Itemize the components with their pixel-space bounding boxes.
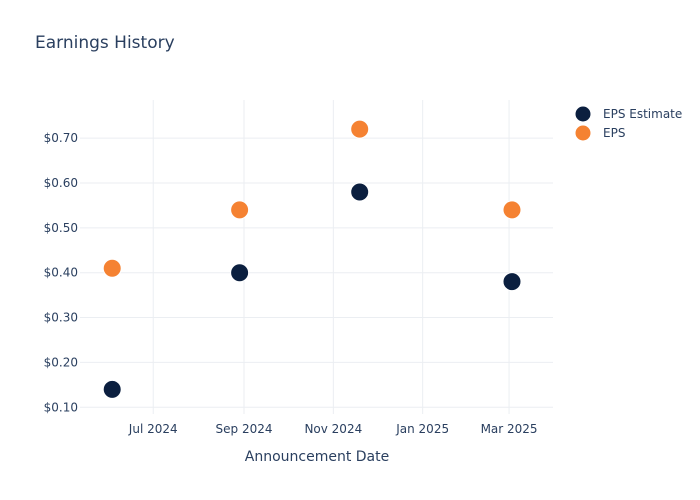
data-points	[102, 119, 522, 399]
x-tick-label: Sep 2024	[216, 422, 273, 436]
legend-label[interactable]: EPS	[603, 126, 625, 140]
y-tick-label: $0.40	[44, 266, 78, 280]
eps-point[interactable]	[350, 119, 370, 139]
grid-lines	[80, 100, 553, 414]
legend-label[interactable]: EPS Estimate	[603, 107, 682, 121]
eps-estimate-point[interactable]	[230, 263, 250, 283]
eps-estimate-point[interactable]	[502, 272, 522, 292]
x-tick-label: Nov 2024	[304, 422, 362, 436]
legend-marker[interactable]	[574, 105, 592, 123]
x-tick-label: Jul 2024	[128, 422, 178, 436]
y-tick-label: $0.50	[44, 221, 78, 235]
y-tick-label: $0.60	[44, 176, 78, 190]
eps-estimate-point[interactable]	[102, 379, 122, 399]
eps-estimate-point[interactable]	[350, 182, 370, 202]
x-tick-label: Mar 2025	[481, 422, 538, 436]
y-tick-label: $0.30	[44, 311, 78, 325]
x-axis-ticks: Jul 2024 Sep 2024 Nov 2024 Jan 2025 Mar 2025	[128, 422, 538, 436]
y-tick-label: $0.10	[44, 400, 78, 414]
x-tick-label: Jan 2025	[395, 422, 449, 436]
chart-title: Earnings History	[35, 33, 175, 53]
y-tick-label: $0.20	[44, 355, 78, 369]
eps-point[interactable]	[230, 200, 250, 220]
legend-marker[interactable]	[574, 124, 592, 142]
y-tick-label: $0.70	[44, 131, 78, 145]
y-axis-ticks: $0.10 $0.20 $0.30 $0.40 $0.50 $0.60 $0.70	[44, 131, 78, 414]
legend[interactable]: EPS Estimate EPS	[574, 105, 682, 142]
x-axis-title: Announcement Date	[245, 449, 389, 465]
eps-point[interactable]	[102, 258, 122, 278]
eps-point[interactable]	[502, 200, 522, 220]
